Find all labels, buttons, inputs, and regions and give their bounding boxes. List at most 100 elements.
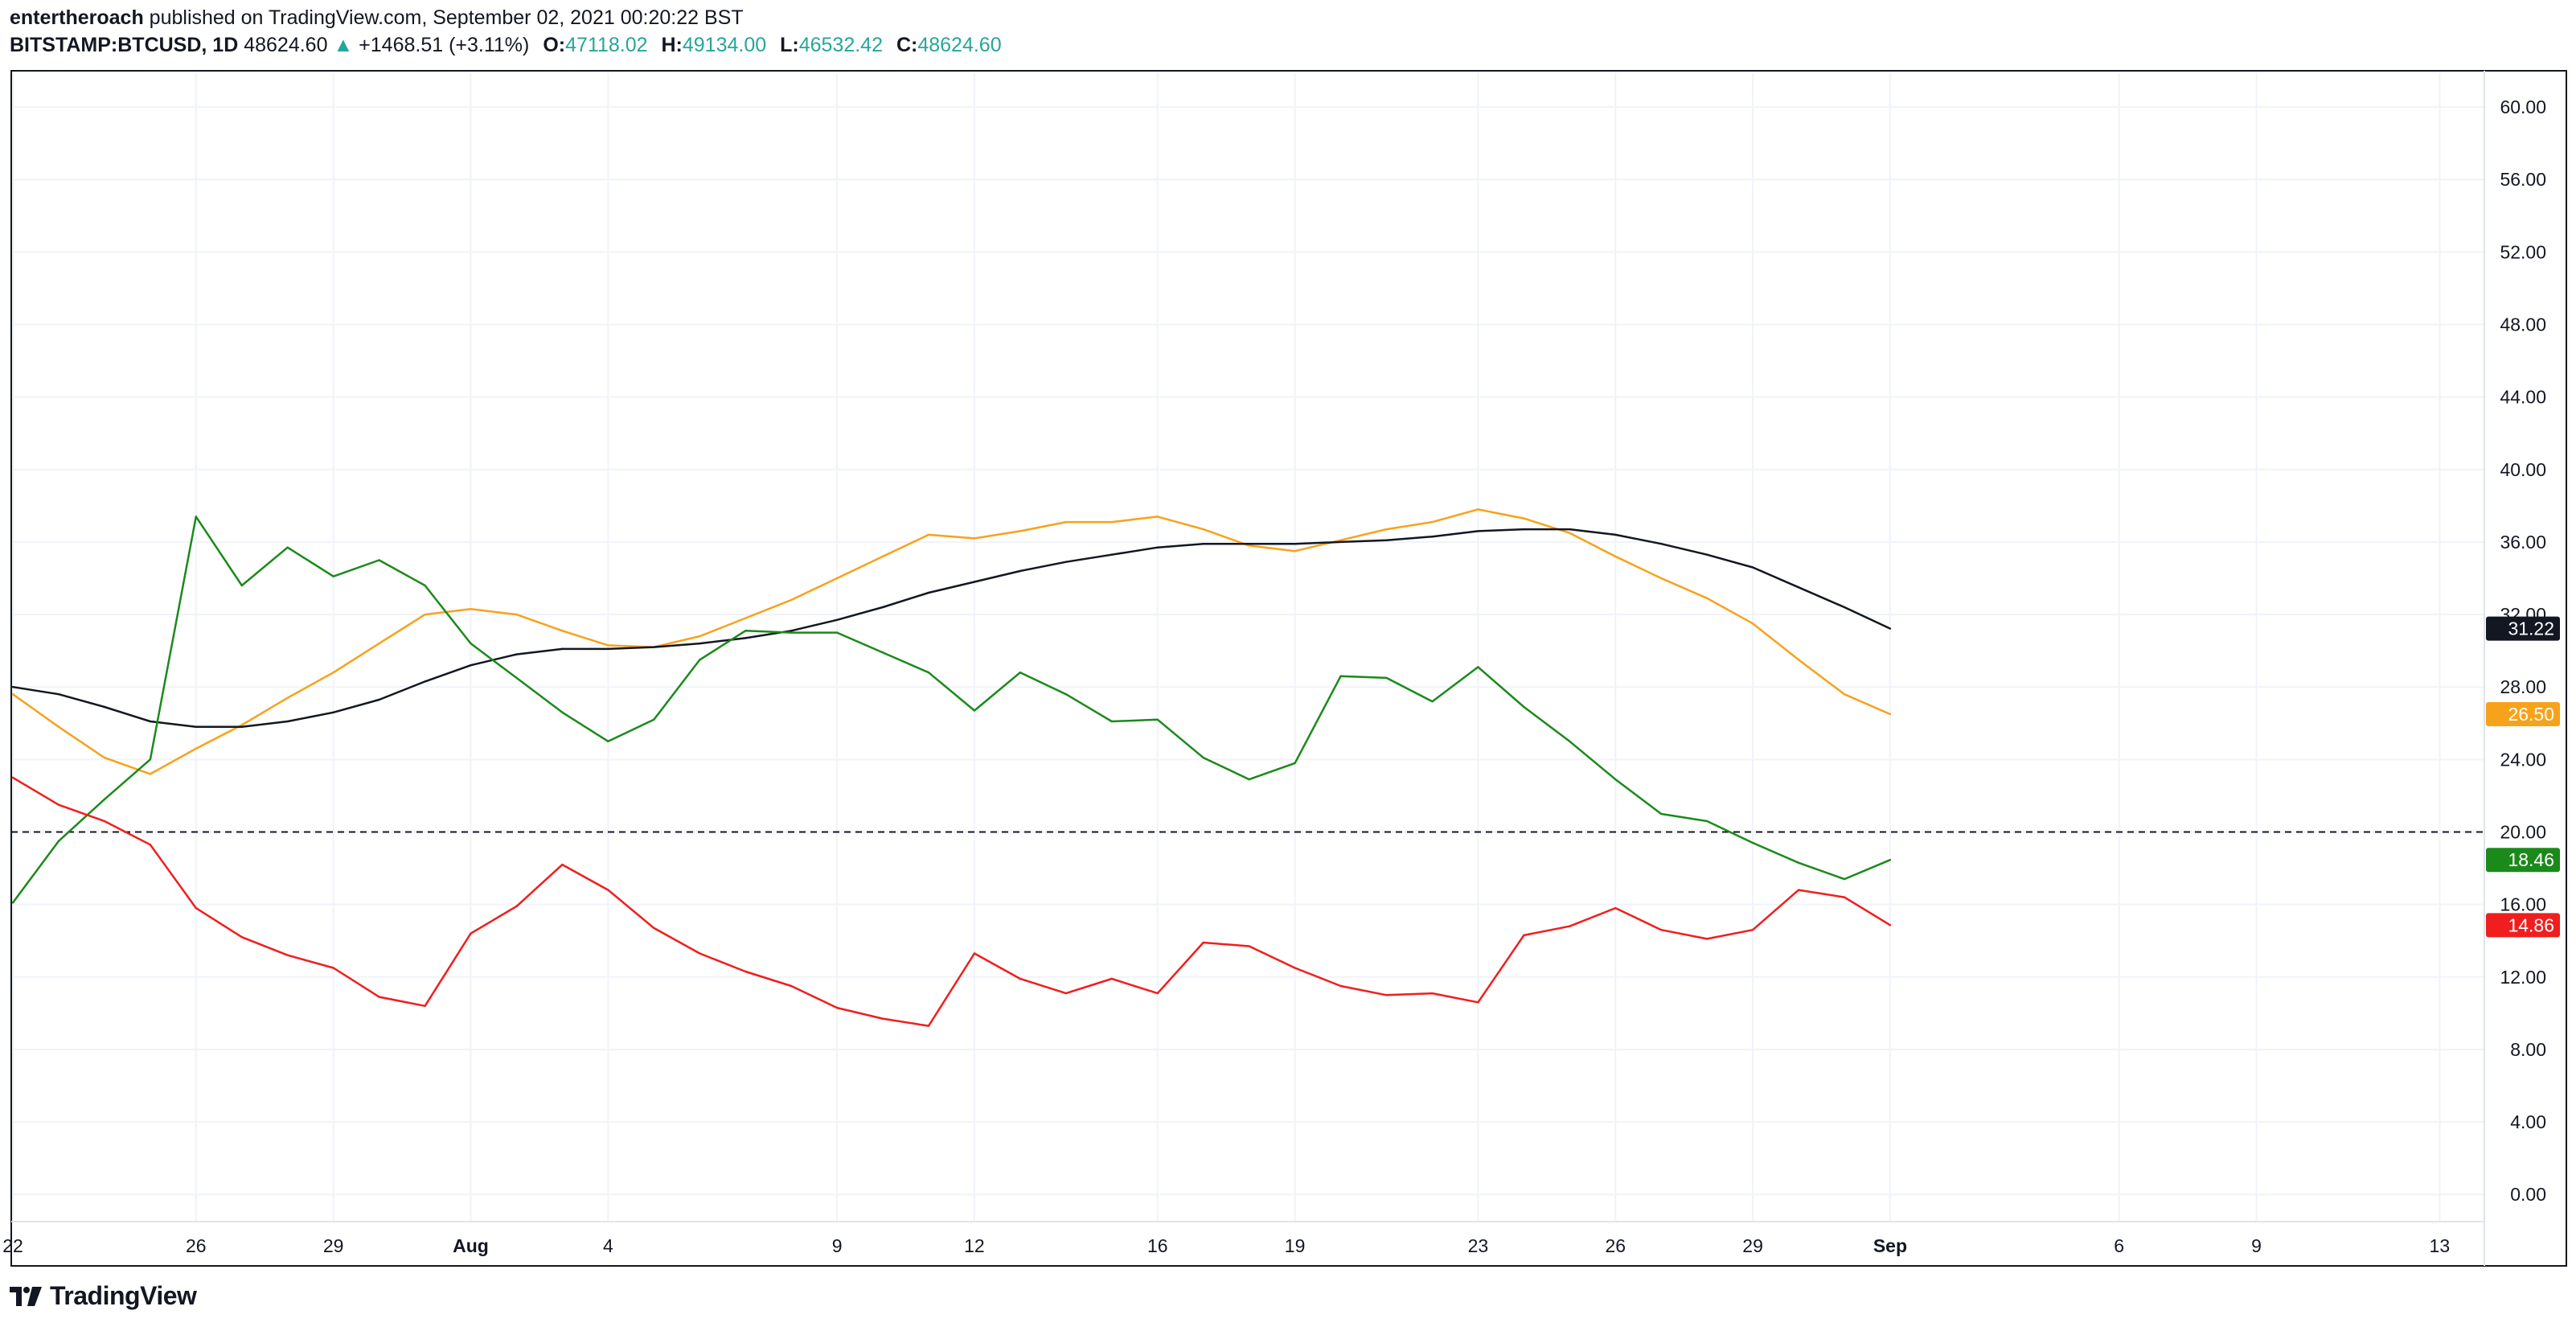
point-red-26 [1202, 941, 1204, 944]
point-green-35 [1614, 778, 1617, 781]
last-value-badges: 26.50 31.22 18.46 14.86 [2486, 616, 2560, 938]
x-axis[interactable]: 22 26 29 Aug 4 9 12 16 19 23 26 29 Sep 6 9 13 [2, 1235, 2450, 1256]
x-tick-label: 23 [1468, 1235, 1489, 1256]
point-red-28 [1294, 967, 1296, 969]
point-red-16 [744, 970, 747, 973]
point-green-32 [1477, 666, 1479, 668]
point-black-13 [607, 647, 609, 651]
point-green-22 [1019, 671, 1022, 674]
point-orange-35 [1614, 555, 1617, 558]
high-label: H: [661, 34, 683, 56]
point-red-11 [515, 905, 518, 908]
point-orange-15 [699, 635, 701, 638]
point-black-23 [1064, 561, 1068, 563]
symbol-info-line: BITSTAMP:BTCUSD, 1D 48624.60 ▲ +1468.51 … [10, 34, 1002, 57]
author-name[interactable]: entertheroach [10, 6, 144, 29]
point-black-8 [378, 698, 380, 701]
point-orange-6 [286, 696, 289, 699]
point-black-40 [1843, 606, 1846, 609]
point-orange-1 [57, 725, 60, 728]
y-tick-label: 52.00 [2500, 241, 2546, 262]
point-orange-12 [561, 630, 564, 632]
symbol-label[interactable]: BITSTAMP:BTCUSD, 1D [10, 34, 239, 56]
point-red-12 [561, 863, 564, 866]
point-green-34 [1569, 740, 1571, 743]
point-green-13 [607, 740, 609, 743]
point-black-29 [1339, 540, 1342, 544]
point-red-34 [1569, 925, 1571, 927]
point-black-16 [744, 637, 747, 639]
point-orange-0 [11, 693, 14, 696]
point-red-33 [1523, 934, 1525, 937]
point-black-2 [103, 705, 106, 709]
x-tick-label: 29 [1742, 1235, 1763, 1256]
high-value: 49134.00 [682, 34, 767, 56]
point-orange-23 [1064, 520, 1068, 524]
y-tick-label: 24.00 [2500, 749, 2546, 770]
point-black-38 [1751, 566, 1754, 569]
point-green-28 [1294, 762, 1296, 765]
x-tick-label: 6 [2114, 1235, 2124, 1256]
y-axis[interactable]: 0.004.008.0012.0016.0020.0024.0028.0032.… [2500, 97, 2546, 1205]
series-line-orange [12, 508, 1891, 775]
point-black-7 [332, 711, 334, 713]
open-label: O: [543, 34, 566, 56]
point-orange-18 [835, 577, 839, 580]
point-red-20 [927, 1025, 930, 1027]
point-black-37 [1705, 553, 1708, 556]
point-red-17 [790, 984, 793, 988]
point-black-41 [1889, 627, 1892, 630]
point-red-29 [1339, 984, 1342, 988]
point-orange-17 [790, 598, 793, 602]
point-red-14 [653, 926, 655, 930]
point-green-9 [424, 584, 426, 587]
point-green-11 [515, 676, 518, 680]
tradingview-logo[interactable]: TradingView [10, 1281, 197, 1311]
point-black-33 [1523, 528, 1525, 531]
point-black-11 [515, 653, 518, 655]
publish-line: entertheroach published on TradingView.c… [10, 6, 744, 30]
point-orange-11 [515, 613, 518, 616]
point-black-12 [561, 647, 564, 651]
point-black-25 [1156, 546, 1159, 548]
y-tick-label: 0.00 [2510, 1184, 2546, 1205]
point-orange-25 [1156, 516, 1159, 518]
x-tick-label: 19 [1285, 1235, 1306, 1256]
series-line-green [11, 516, 1891, 904]
point-red-15 [699, 952, 701, 955]
point-red-27 [1248, 945, 1250, 947]
point-orange-10 [470, 608, 472, 610]
point-red-24 [1110, 977, 1114, 980]
last-price: 48624.60 [244, 34, 328, 56]
low-value: 46532.42 [798, 34, 883, 56]
point-orange-38 [1751, 622, 1754, 625]
badge-bg-green [2486, 848, 2560, 873]
point-green-41 [1889, 858, 1892, 861]
point-green-37 [1705, 820, 1708, 823]
point-green-12 [561, 711, 564, 713]
point-black-5 [240, 725, 243, 728]
point-orange-19 [881, 555, 884, 558]
low-label: L: [780, 34, 799, 56]
point-black-3 [149, 720, 152, 723]
point-black-6 [286, 720, 289, 723]
point-orange-22 [1019, 530, 1022, 532]
point-black-35 [1614, 533, 1617, 536]
x-tick-label: 13 [2430, 1235, 2451, 1256]
point-black-15 [699, 642, 701, 645]
point-green-6 [286, 546, 289, 548]
point-black-1 [57, 693, 60, 696]
point-orange-5 [240, 724, 243, 726]
point-green-20 [927, 671, 930, 674]
point-orange-20 [927, 533, 930, 536]
point-orange-9 [424, 613, 426, 616]
point-orange-30 [1385, 528, 1388, 531]
point-green-38 [1751, 841, 1754, 844]
close-value: 48624.60 [917, 34, 1002, 56]
point-green-26 [1202, 756, 1204, 759]
point-orange-33 [1523, 517, 1525, 520]
point-green-7 [332, 575, 334, 577]
point-red-0 [11, 776, 14, 779]
point-green-39 [1797, 861, 1800, 864]
